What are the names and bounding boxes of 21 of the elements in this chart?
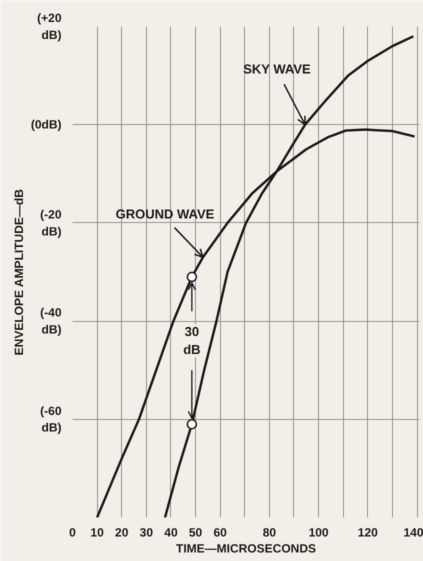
x-tick-label: 80 [262,526,276,540]
y-tick-label: (-40 dB) [40,306,62,336]
x-tick-label: 10 [90,526,104,540]
y-tick-label: (-60 dB) [40,404,62,435]
y-tick-label: (0dB) [30,118,62,132]
text: SKY WAVE [243,62,311,77]
x-axis-title: TIME—MICROSECONDS [176,542,316,556]
x-tick-label: 40 [164,526,178,540]
x-tick-label: 120 [358,526,378,540]
x-tick-label: 140 [403,526,423,540]
x-tick-label: 100 [308,526,329,540]
x-tick-label: 30 [140,526,154,540]
x-tick-label: 20 [115,526,129,540]
y-axis-title: ENVELOPE AMPLITUDE—dB [12,188,26,356]
y-tick-label: (-20 dB) [40,208,62,238]
y-tick-label: (+20 dB) [37,11,62,42]
series-label: GROUND WAVE [116,206,215,222]
x-tick-label: 50 [188,526,203,540]
annotation: 30 dB [183,324,201,358]
x-tick-label: 0 [69,526,76,540]
x-tick-label: 60 [213,526,228,540]
